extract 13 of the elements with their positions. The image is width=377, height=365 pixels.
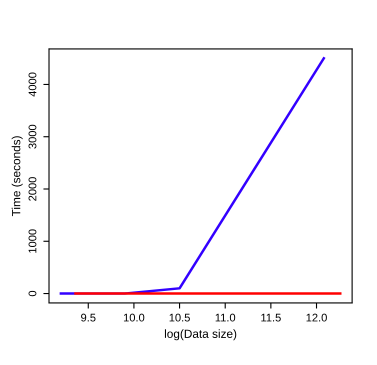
x-tick-label: 9.5 bbox=[81, 314, 96, 322]
x-tick-label: 10.0 bbox=[124, 314, 144, 322]
y-tick-label: 2000 bbox=[28, 177, 36, 201]
x-axis-title: log(Data size) bbox=[164, 329, 236, 340]
x-tick-label: 12.0 bbox=[306, 314, 327, 322]
x-tick-label: 11.5 bbox=[261, 314, 281, 322]
y-tick-label: 1000 bbox=[28, 229, 36, 253]
y-tick-label: 4000 bbox=[28, 72, 36, 97]
y-tick-label: 3000 bbox=[28, 124, 36, 149]
y-tick-label: 0 bbox=[28, 290, 36, 296]
y-axis-title: Time (seconds) bbox=[12, 136, 23, 216]
x-tick-label: 10.5 bbox=[170, 314, 190, 322]
x-tick-label: 11.0 bbox=[216, 314, 236, 322]
